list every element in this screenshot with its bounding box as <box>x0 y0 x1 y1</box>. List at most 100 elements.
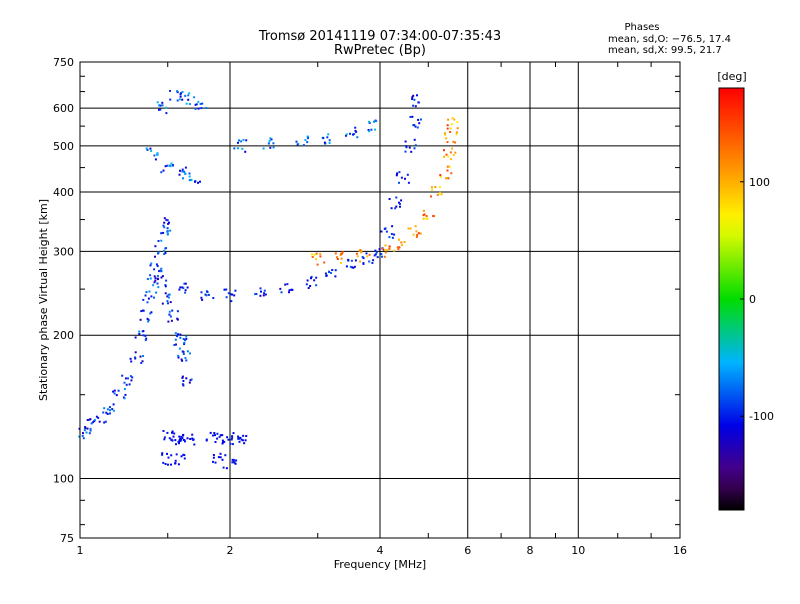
data-point <box>313 253 316 256</box>
x-tick-label: 16 <box>673 544 687 557</box>
data-point <box>97 416 100 419</box>
data-point <box>141 360 144 363</box>
data-point <box>154 255 156 258</box>
data-point <box>129 357 132 360</box>
data-point <box>108 406 111 409</box>
data-point <box>450 158 453 161</box>
data-point <box>395 196 398 199</box>
data-point <box>302 144 305 147</box>
data-point <box>184 440 186 443</box>
data-point <box>178 98 181 101</box>
data-point <box>350 259 353 262</box>
data-point <box>263 289 266 292</box>
data-point <box>415 230 418 233</box>
data-point <box>176 90 179 93</box>
data-point <box>225 288 228 291</box>
plot-frame <box>79 61 681 539</box>
data-point <box>98 420 101 423</box>
data-point <box>174 332 177 335</box>
data-point <box>244 150 247 153</box>
data-point <box>184 166 187 169</box>
data-point <box>399 202 401 205</box>
data-point <box>95 415 98 418</box>
data-point <box>169 229 172 232</box>
data-point <box>235 459 238 462</box>
data-point <box>182 380 185 382</box>
data-point <box>446 127 449 130</box>
data-point <box>341 251 344 254</box>
data-point <box>448 165 451 168</box>
data-point <box>279 287 282 290</box>
data-point <box>430 186 433 189</box>
data-point <box>380 230 383 233</box>
data-point <box>181 170 184 173</box>
data-point <box>174 459 177 462</box>
data-point <box>163 217 166 220</box>
data-point <box>315 276 318 279</box>
data-point <box>451 117 454 120</box>
data-point <box>328 141 331 144</box>
data-point <box>150 149 153 152</box>
data-point <box>217 456 220 459</box>
data-point <box>182 177 184 180</box>
data-point <box>310 277 312 280</box>
data-point <box>89 429 92 432</box>
data-point <box>214 434 216 437</box>
data-point <box>311 256 314 258</box>
data-point <box>156 265 159 268</box>
data-point <box>372 259 375 262</box>
data-point <box>181 359 184 362</box>
data-point <box>168 221 170 224</box>
data-point <box>157 286 160 289</box>
data-point <box>147 319 150 322</box>
data-point <box>319 255 322 258</box>
data-point <box>166 219 169 222</box>
data-point <box>386 249 389 252</box>
data-point <box>304 139 307 141</box>
data-point <box>327 133 330 136</box>
data-point <box>170 319 173 322</box>
data-point <box>89 427 92 430</box>
data-point <box>142 330 145 332</box>
data-point <box>413 98 416 101</box>
data-point <box>168 310 171 313</box>
data-point <box>102 411 105 414</box>
data-point <box>405 146 408 149</box>
data-point <box>450 123 453 126</box>
data-point <box>181 168 184 171</box>
data-point <box>160 267 163 270</box>
data-point <box>355 252 358 255</box>
data-point <box>139 318 142 321</box>
data-point <box>444 133 447 136</box>
data-point <box>384 244 387 247</box>
chart-subtitle: RwPretec (Bp) <box>334 43 426 58</box>
data-point <box>146 301 149 304</box>
data-point <box>183 343 186 345</box>
data-point <box>381 255 383 258</box>
data-point <box>446 169 449 172</box>
data-point <box>181 91 184 93</box>
data-point <box>238 437 241 440</box>
data-point <box>360 251 363 254</box>
data-point <box>306 141 309 144</box>
data-point <box>166 431 169 434</box>
data-point <box>456 121 459 124</box>
data-point <box>234 462 237 465</box>
data-point <box>181 350 184 353</box>
data-point <box>416 94 418 97</box>
data-point <box>315 284 318 287</box>
data-point <box>230 293 233 296</box>
data-point <box>142 298 145 301</box>
data-point <box>443 155 445 158</box>
data-point <box>149 264 152 267</box>
data-point <box>166 164 169 167</box>
data-point <box>323 261 326 264</box>
data-point <box>195 103 198 106</box>
data-point <box>166 233 169 236</box>
data-point <box>384 227 387 230</box>
data-point <box>391 225 394 228</box>
data-point <box>186 286 189 289</box>
data-point <box>169 315 172 318</box>
data-point <box>212 434 214 437</box>
data-point <box>328 139 331 142</box>
